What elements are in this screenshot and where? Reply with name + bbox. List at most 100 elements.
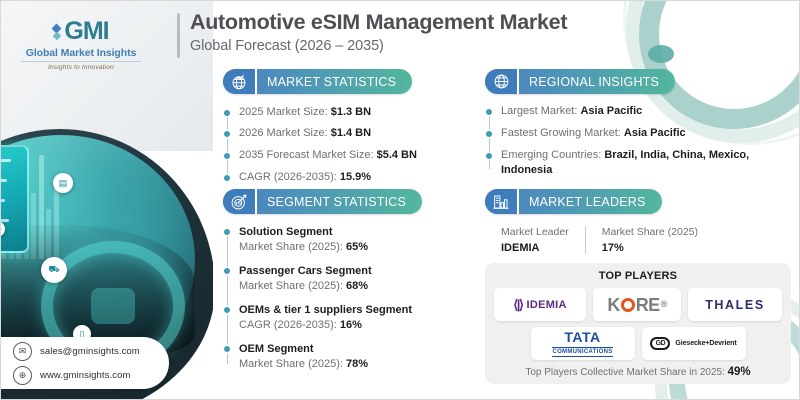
- list-item: Fastest Growing Market: Asia Pacific: [485, 126, 785, 141]
- market-statistics-pill[interactable]: MARKET STATISTICS: [223, 69, 413, 94]
- list-item: Solution Segment Market Share (2025): 65…: [223, 225, 473, 255]
- title-block: Automotive eSIM Management Market Global…: [177, 10, 568, 58]
- list-item: Largest Market: Asia Pacific: [485, 104, 785, 119]
- collective-share-value: 49%: [727, 366, 751, 378]
- list-item: OEM Segment Market Share (2025): 78%: [223, 342, 473, 372]
- segment-statistics-pill[interactable]: SEGMENT STATISTICS: [223, 189, 423, 214]
- market-share-value: 17%: [601, 242, 624, 255]
- list-item: Passenger Cars Segment Market Share (202…: [223, 264, 473, 294]
- connected-node-info-icon: ⓘ: [1, 221, 5, 237]
- stat-label: CAGR (2026-2035):: [239, 171, 337, 184]
- market-share-label: Market Share (2025): [601, 225, 698, 238]
- market-leader-label: Market Leader: [501, 225, 569, 238]
- list-item: 2026 Market Size: $1.4 BN: [223, 126, 473, 141]
- segment-metric: Market Share (2025):: [239, 240, 343, 253]
- market-leader-stats: Market Leader IDEMIA Market Share (2025)…: [485, 225, 785, 255]
- market-statistics-label: MARKET STATISTICS: [267, 74, 397, 89]
- page-title: Automotive eSIM Management Market: [190, 10, 568, 34]
- logo-initials: GMI: [64, 17, 109, 45]
- player-logo-kore[interactable]: K RE ®: [593, 288, 681, 321]
- segment-value: 16%: [339, 319, 362, 332]
- kore-trademark: ®: [660, 299, 668, 309]
- segment-title: Passenger Cars Segment: [239, 264, 372, 277]
- list-item: Emerging Countries: Brazil, India, China…: [485, 148, 785, 178]
- segment-value: 78%: [346, 358, 369, 371]
- list-item: 2035 Forecast Market Size: $5.4 BN: [223, 148, 473, 163]
- connected-node-car-icon: ⛟: [41, 257, 67, 283]
- tablet-device: [1, 145, 29, 253]
- tata-label: TATA: [564, 329, 601, 345]
- brand-logo[interactable]: GMI Global Market Insights Insights to I…: [15, 19, 147, 71]
- region-value: Brazil, India, China, Mexico, Indonesia: [501, 148, 750, 176]
- segment-metric: Market Share (2025):: [239, 279, 343, 292]
- top-players-card: TOP PLAYERS ⟨|⟩ IDEMIA K RE ® THALES: [485, 263, 791, 384]
- globe-icon: ⊕: [13, 365, 32, 385]
- segment-metric: CAGR (2026-2035):: [239, 319, 337, 332]
- decorative-dot: [648, 45, 674, 63]
- regional-insights-pill[interactable]: REGIONAL INSIGHTS: [485, 69, 676, 94]
- market-leader-value: IDEMIA: [501, 242, 540, 255]
- stat-value: $5.4 BN: [376, 149, 417, 162]
- idemia-mark: ⟨|⟩: [513, 296, 524, 312]
- stat-label: 2035 Forecast Market Size:: [239, 149, 374, 162]
- envelope-icon: ✉: [13, 341, 32, 361]
- segment-title: Solution Segment: [239, 225, 333, 238]
- market-leader-column: Market Leader IDEMIA: [501, 226, 585, 255]
- segment-metric: Market Share (2025):: [239, 358, 343, 371]
- contact-panel: ✉ sales@gminsights.com ⊕ www.gminsights.…: [1, 337, 169, 389]
- logo-company-name: Global Market Insights: [25, 47, 137, 59]
- kore-ring-icon: [620, 297, 635, 312]
- top-players-footer: Top Players Collective Market Share in 2…: [494, 366, 782, 378]
- player-logo-idemia[interactable]: ⟨|⟩ IDEMIA: [494, 288, 586, 321]
- globe-icon: [485, 69, 519, 94]
- segment-statistics-label: SEGMENT STATISTICS: [267, 194, 407, 209]
- region-label: Emerging Countries:: [501, 148, 602, 161]
- podium-chart-icon: [485, 189, 519, 214]
- list-item: CAGR (2026-2035): 15.9%: [223, 170, 473, 185]
- kore-letters-re: RE: [635, 294, 660, 315]
- stat-value: 15.9%: [339, 171, 372, 184]
- player-logo-thales[interactable]: THALES: [688, 288, 782, 321]
- stat-value: $1.3 BN: [330, 105, 372, 118]
- market-leaders-pill[interactable]: MARKET LEADERS: [485, 189, 662, 214]
- logo-divider: [21, 61, 141, 62]
- tata-sublabel: COMMUNICATIONS: [552, 347, 613, 357]
- segment-value: 65%: [346, 240, 369, 253]
- list-item: OEMs & tier 1 suppliers Segment CAGR (20…: [223, 303, 473, 333]
- region-value: Asia Pacific: [580, 105, 643, 117]
- page-subtitle: Global Forecast (2026 – 2035): [190, 38, 384, 55]
- logo-wordmark: GMI: [15, 19, 147, 44]
- stat-value: $1.4 BN: [330, 127, 372, 140]
- contact-email: sales@gminsights.com: [40, 345, 140, 357]
- segment-value: 68%: [346, 279, 369, 292]
- diamond-icon: [51, 23, 62, 40]
- section-regional-insights: REGIONAL INSIGHTS Largest Market: Asia P…: [485, 69, 785, 177]
- top-players-row-2: TATA COMMUNICATIONS GD Giesecke+Devrient: [494, 327, 782, 360]
- title-accent-bar: [177, 13, 180, 58]
- contact-website-row[interactable]: ⊕ www.gminsights.com: [13, 365, 161, 385]
- region-label: Fastest Growing Market:: [501, 126, 621, 139]
- section-market-statistics: MARKET STATISTICS 2025 Market Size: $1.3…: [223, 69, 473, 185]
- section-segment-statistics: SEGMENT STATISTICS Solution Segment Mark…: [223, 189, 473, 372]
- segment-title: OEM Segment: [239, 342, 314, 355]
- target-arrow-icon: [223, 189, 257, 214]
- regional-insights-label: REGIONAL INSIGHTS: [529, 74, 660, 89]
- region-label: Largest Market:: [501, 105, 578, 117]
- gd-mark-icon: GD: [650, 337, 671, 350]
- connected-node-lock-icon: ▤: [53, 173, 73, 193]
- top-players-title: TOP PLAYERS: [598, 270, 678, 282]
- market-statistics-list: 2025 Market Size: $1.3 BN 2026 Market Si…: [223, 105, 473, 185]
- contact-email-row[interactable]: ✉ sales@gminsights.com: [13, 341, 161, 361]
- globe-chart-icon: [223, 69, 257, 94]
- regional-insights-list: Largest Market: Asia Pacific Fastest Gro…: [485, 104, 785, 177]
- kore-letter-k: K: [607, 294, 620, 315]
- player-logo-tata[interactable]: TATA COMMUNICATIONS: [530, 327, 635, 360]
- contact-website: www.gminsights.com: [40, 369, 131, 381]
- section-market-leaders: MARKET LEADERS Market Leader IDEMIA Mark…: [485, 189, 785, 255]
- list-item: 2025 Market Size: $1.3 BN: [223, 105, 473, 120]
- top-players-row-1: ⟨|⟩ IDEMIA K RE ® THALES: [494, 288, 782, 321]
- stat-label: 2025 Market Size:: [239, 105, 328, 118]
- player-logo-giesecke-devrient[interactable]: GD Giesecke+Devrient: [641, 327, 746, 360]
- segment-statistics-list: Solution Segment Market Share (2025): 65…: [223, 225, 473, 373]
